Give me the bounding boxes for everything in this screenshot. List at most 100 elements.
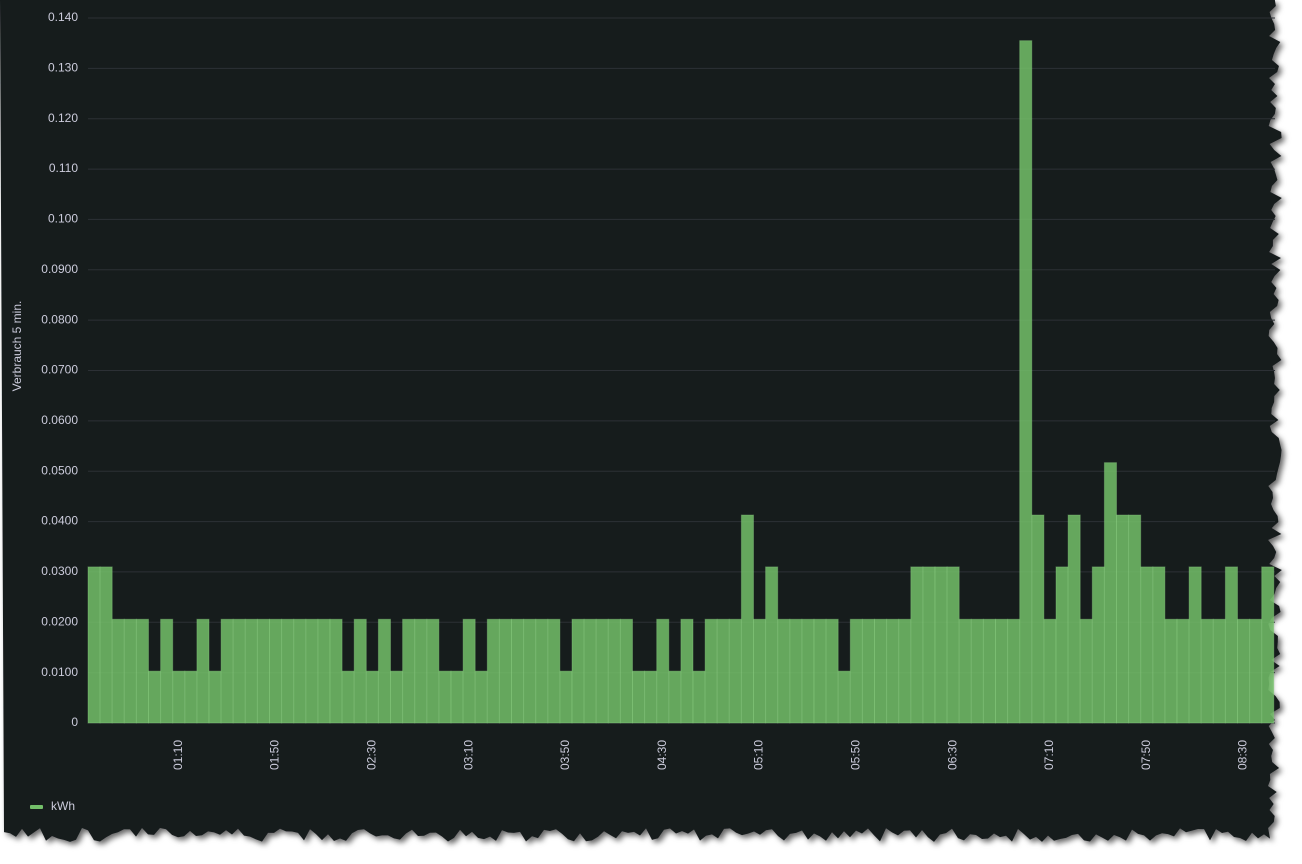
bar (886, 618, 900, 724)
bar (898, 618, 912, 724)
x-tick-label: 06:30 (945, 740, 959, 770)
bar (849, 618, 863, 724)
bar (1091, 566, 1105, 724)
x-tick-label: 01:50 (268, 740, 282, 770)
bar (547, 618, 561, 724)
bar (523, 618, 537, 724)
bar (450, 670, 464, 724)
bar (535, 618, 549, 724)
bar (607, 618, 621, 724)
bar (426, 618, 440, 724)
bar (716, 618, 730, 724)
x-tick-label: 08:30 (1236, 740, 1250, 770)
bar (656, 618, 670, 724)
y-tick-label: 0 (71, 715, 78, 729)
bar (1140, 566, 1154, 724)
bar (172, 670, 186, 724)
y-tick-label: 0.100 (48, 212, 78, 226)
bar (220, 618, 234, 724)
bar (789, 618, 803, 724)
y-tick-label: 0.140 (48, 10, 78, 24)
bar (995, 618, 1009, 724)
bar (1031, 514, 1045, 724)
bar (934, 566, 948, 724)
y-tick-label: 0.110 (49, 161, 78, 175)
bar (946, 566, 960, 724)
bar (99, 566, 113, 724)
bar (765, 566, 779, 724)
bar (619, 618, 634, 724)
bar (1261, 566, 1275, 724)
bar (111, 618, 125, 724)
bar (874, 618, 888, 724)
bar (1103, 462, 1118, 724)
bar (462, 618, 476, 724)
bar (486, 618, 500, 724)
bar (668, 670, 682, 724)
bar (329, 618, 343, 724)
bar (583, 618, 597, 724)
x-tick-label: 04:30 (655, 740, 669, 770)
bar (341, 670, 355, 724)
bar (1188, 566, 1202, 724)
bar (1164, 618, 1178, 724)
bar (837, 670, 851, 724)
bar (317, 618, 331, 724)
bar (377, 618, 391, 724)
bar (269, 618, 283, 724)
y-tick-label: 0.0300 (41, 564, 78, 578)
bar (982, 618, 997, 724)
bar (305, 618, 319, 724)
x-tick-label: 05:10 (752, 740, 766, 770)
bar (353, 618, 367, 724)
bar (728, 618, 742, 724)
y-tick-label: 0.0600 (41, 413, 78, 427)
bar (922, 566, 936, 724)
x-tick-label: 05:50 (849, 740, 863, 770)
bar (970, 618, 984, 724)
bar (184, 670, 198, 724)
bar (861, 618, 876, 724)
bar (1019, 40, 1033, 724)
bar (1212, 618, 1226, 724)
y-tick-label: 0.0100 (41, 665, 78, 679)
y-tick-label: 0.0800 (41, 312, 78, 326)
bar (148, 670, 162, 724)
bar (740, 514, 755, 724)
bar (511, 618, 525, 724)
y-tick-label: 0.0500 (41, 463, 78, 477)
bar (281, 618, 295, 724)
bar (87, 566, 101, 724)
bar (1224, 566, 1239, 724)
bar (1128, 514, 1142, 724)
bar (801, 618, 815, 724)
bar (632, 670, 646, 724)
bar (474, 670, 488, 724)
y-tick-label: 0.0400 (41, 514, 78, 528)
y-tick-label: 0.120 (48, 111, 78, 125)
bar (293, 618, 307, 724)
bar (160, 618, 174, 724)
bar (813, 618, 827, 724)
bar (438, 670, 452, 724)
bar (1043, 618, 1057, 724)
bar (196, 618, 210, 724)
bar (256, 618, 270, 724)
bar (1237, 618, 1251, 724)
bar (414, 618, 428, 724)
bar (1116, 514, 1130, 724)
bar (825, 618, 839, 724)
bar (595, 618, 609, 724)
bar (365, 670, 379, 724)
x-tick-label: 07:50 (1139, 740, 1153, 770)
bar (390, 670, 404, 724)
bar (692, 670, 706, 724)
x-tick-label: 03:10 (461, 740, 475, 770)
bar (1067, 514, 1081, 724)
bar (559, 670, 573, 724)
bar (498, 618, 512, 724)
bar (910, 566, 924, 724)
bar (1200, 618, 1214, 724)
